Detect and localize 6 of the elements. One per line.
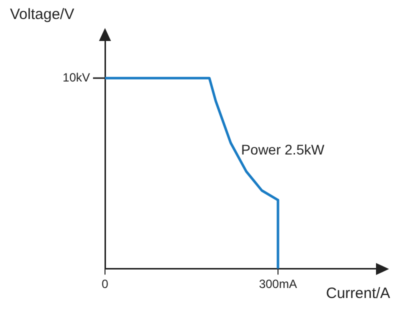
annotation: Power 2.5kW — [241, 141, 326, 158]
annotation: 10kV — [62, 70, 90, 84]
x-axis-title: Current/A — [326, 284, 390, 302]
x-tick-label: 0 — [102, 277, 109, 292]
y-axis-title: Voltage/V — [10, 6, 74, 23]
x-tick-label: 300mA — [258, 277, 297, 292]
